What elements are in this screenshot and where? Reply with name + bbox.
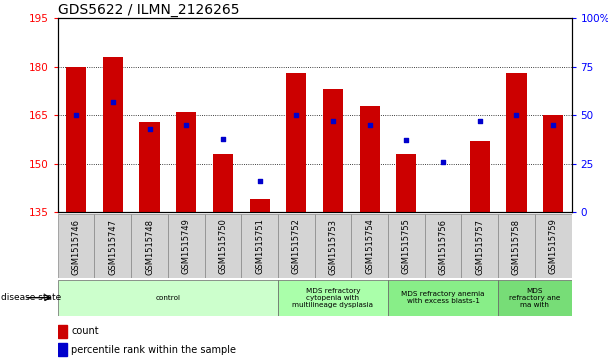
Point	[511, 113, 521, 118]
Text: GSM1515755: GSM1515755	[402, 219, 411, 274]
Bar	[94, 214, 131, 278]
Bar	[58, 280, 278, 316]
Point	[71, 113, 81, 118]
Text: GSM1515746: GSM1515746	[72, 219, 81, 275]
Text: GDS5622 / ILMN_2126265: GDS5622 / ILMN_2126265	[58, 3, 240, 17]
Text: GSM1515748: GSM1515748	[145, 219, 154, 275]
Bar	[66, 67, 86, 212]
Text: GSM1515752: GSM1515752	[292, 219, 301, 274]
Bar	[278, 214, 315, 278]
Bar	[315, 214, 351, 278]
Text: count: count	[72, 326, 99, 337]
Bar	[58, 343, 67, 356]
Text: MDS refractory anemia
with excess blasts-1: MDS refractory anemia with excess blasts…	[401, 291, 485, 304]
Text: GSM1515753: GSM1515753	[328, 219, 337, 275]
Bar	[204, 214, 241, 278]
Bar	[286, 73, 306, 212]
Bar	[506, 73, 527, 212]
Bar	[388, 280, 498, 316]
Bar	[351, 214, 388, 278]
Bar	[425, 214, 461, 278]
Point	[181, 122, 191, 128]
Bar	[543, 115, 563, 212]
Text: MDS refractory
cytopenia with
multilineage dysplasia: MDS refractory cytopenia with multilinea…	[292, 287, 373, 308]
Bar	[241, 214, 278, 278]
Point	[401, 138, 411, 143]
Bar	[323, 89, 343, 212]
Bar	[498, 214, 535, 278]
Bar	[213, 154, 233, 212]
Bar	[396, 154, 416, 212]
Bar	[168, 214, 204, 278]
Point	[255, 178, 264, 184]
Bar	[139, 122, 159, 212]
Text: GSM1515759: GSM1515759	[548, 219, 558, 274]
Text: GSM1515756: GSM1515756	[438, 219, 447, 275]
Bar	[278, 280, 388, 316]
Bar	[58, 214, 94, 278]
Bar	[176, 112, 196, 212]
Text: GSM1515750: GSM1515750	[218, 219, 227, 274]
Point	[365, 122, 375, 128]
Point	[145, 126, 154, 132]
Bar	[58, 325, 67, 338]
Text: GSM1515757: GSM1515757	[475, 219, 485, 275]
Point	[291, 113, 301, 118]
Text: control: control	[156, 295, 181, 301]
Text: GSM1515751: GSM1515751	[255, 219, 264, 274]
Text: disease state: disease state	[1, 293, 61, 302]
Bar	[359, 106, 380, 212]
Text: MDS
refractory ane
ma with: MDS refractory ane ma with	[509, 287, 561, 308]
Text: GSM1515754: GSM1515754	[365, 219, 374, 274]
Text: GSM1515749: GSM1515749	[182, 219, 191, 274]
Bar	[249, 199, 270, 212]
Point	[328, 118, 338, 124]
Text: GSM1515747: GSM1515747	[108, 219, 117, 275]
Bar	[498, 280, 572, 316]
Bar	[461, 214, 498, 278]
Bar	[535, 214, 572, 278]
Text: percentile rank within the sample: percentile rank within the sample	[72, 344, 237, 355]
Point	[548, 122, 558, 128]
Point	[218, 136, 228, 142]
Bar	[388, 214, 425, 278]
Bar	[131, 214, 168, 278]
Bar	[470, 141, 490, 212]
Text: GSM1515758: GSM1515758	[512, 219, 521, 275]
Point	[438, 159, 448, 165]
Bar	[103, 57, 123, 212]
Point	[475, 118, 485, 124]
Point	[108, 99, 118, 105]
